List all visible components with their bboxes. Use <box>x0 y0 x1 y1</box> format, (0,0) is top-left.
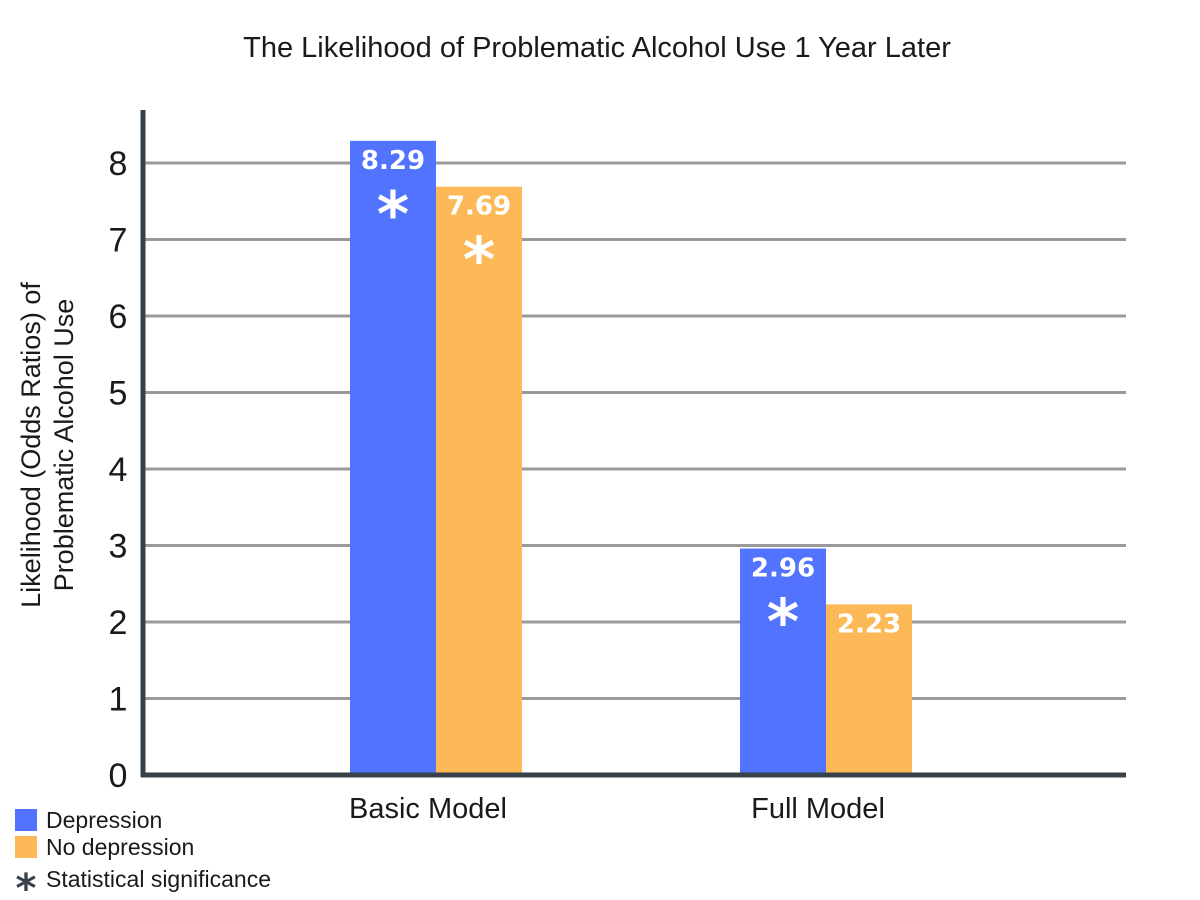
bar-value-label: 2.96 <box>751 554 815 584</box>
y-tick-label: 6 <box>109 298 128 336</box>
y-tick-label: 0 <box>109 757 128 795</box>
axes <box>140 110 1126 778</box>
legend-swatch-no-depression <box>15 836 37 858</box>
y-axis-label-line-2: Problematic Alcohol Use <box>49 299 79 592</box>
x-category-label: Basic Model <box>349 793 507 825</box>
bar-no-depression-full-model <box>826 604 912 775</box>
y-tick-label: 5 <box>109 375 128 413</box>
legend-label: Statistical significance <box>46 866 271 892</box>
y-axis-ticks: 0 1 2 3 4 5 6 7 8 <box>109 145 128 795</box>
y-tick-label: 4 <box>109 451 128 489</box>
significance-asterisk-icon: * <box>377 178 409 251</box>
y-tick-label: 7 <box>109 222 128 260</box>
y-tick-label: 1 <box>109 681 128 719</box>
legend-asterisk-icon: * <box>16 866 37 900</box>
bars: 8.29* 7.69*2.96* 2.23 <box>350 140 912 776</box>
bar-depression-basic-model <box>350 140 436 775</box>
y-tick-label: 3 <box>109 528 128 566</box>
gridlines <box>143 161 1126 700</box>
legend-swatch-depression <box>15 809 37 831</box>
significance-asterisk-icon: * <box>767 586 799 659</box>
bar-no-depression-basic-model <box>436 186 522 776</box>
y-tick-label: 2 <box>109 604 128 642</box>
y-axis-label: Likelihood (Odds Ratios) of Problematic … <box>16 282 79 608</box>
y-tick-label: 8 <box>109 145 128 183</box>
bar-depression-full-model <box>740 548 826 775</box>
legend-label: No depression <box>46 834 194 860</box>
bar-value-label: 2.23 <box>837 609 901 639</box>
bar-value-label: 8.29 <box>361 146 425 176</box>
y-axis-label-line-1: Likelihood (Odds Ratios) of <box>16 282 46 608</box>
chart-title: The Likelihood of Problematic Alcohol Us… <box>243 32 951 64</box>
bar-value-label: 7.69 <box>447 192 511 222</box>
x-axis-categories: Basic Model Full Model <box>349 793 885 825</box>
legend-label: Depression <box>46 807 162 833</box>
x-category-label: Full Model <box>751 793 885 825</box>
significance-asterisk-icon: * <box>463 224 495 297</box>
